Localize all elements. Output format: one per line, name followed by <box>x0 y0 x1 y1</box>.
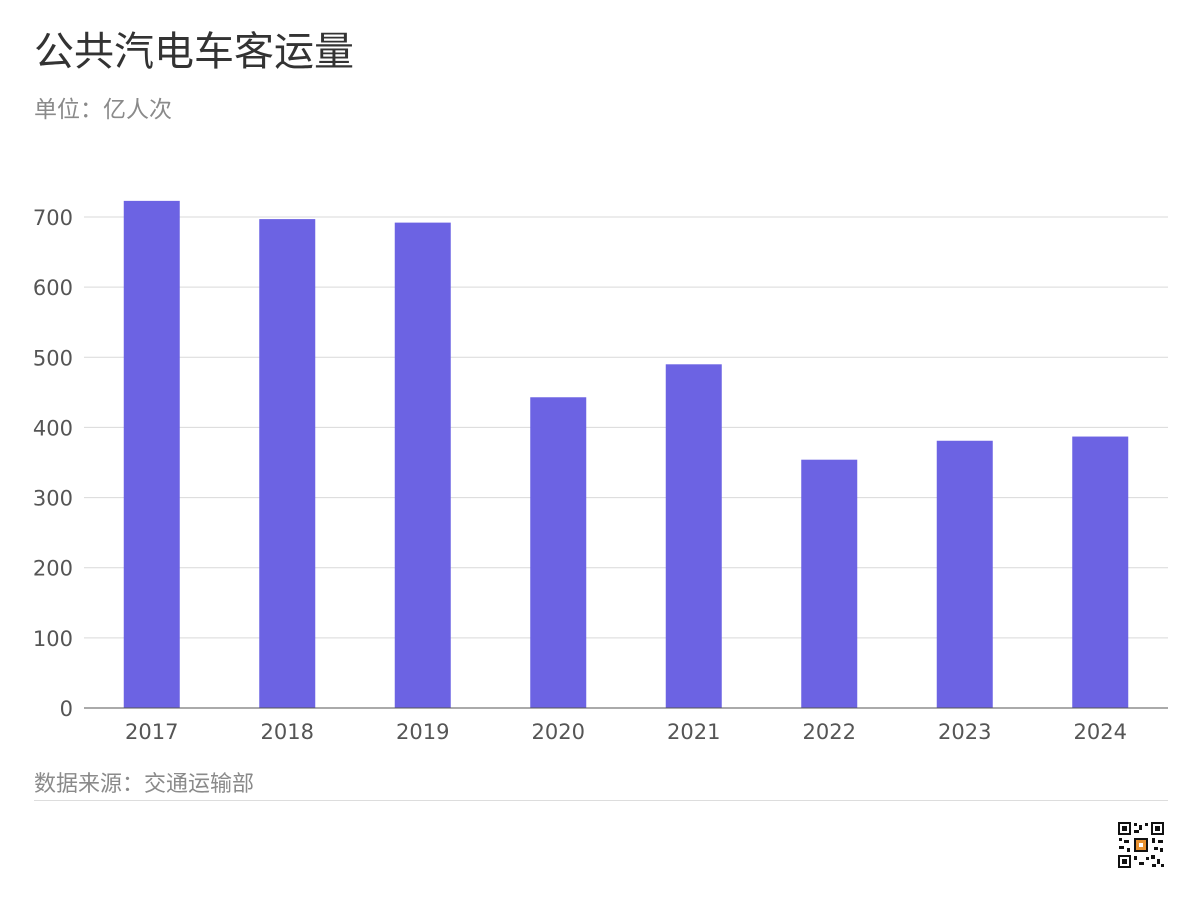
y-tick-label: 500 <box>33 346 73 370</box>
footer-divider <box>34 800 1168 801</box>
y-tick-label: 700 <box>33 206 73 230</box>
gridlines <box>84 216 1168 639</box>
chart-title: 公共汽电车客运量 <box>34 29 354 75</box>
y-axis-ticks: 0 100 200 300 400 500 600 700 <box>33 206 73 721</box>
x-axis-ticks: 2017 2018 2019 2020 2021 2022 2023 2024 <box>125 720 1127 744</box>
y-tick-label: 300 <box>33 487 73 511</box>
bar-2023 <box>936 440 993 708</box>
y-tick-label: 600 <box>33 276 73 300</box>
y-tick-label: 200 <box>33 557 73 581</box>
y-tick-label: 0 <box>60 697 73 721</box>
chart-unit-label: 单位：亿人次 <box>34 97 172 123</box>
x-tick-label: 2020 <box>532 720 585 744</box>
bar-2017 <box>123 200 180 709</box>
x-tick-label: 2024 <box>1074 720 1127 744</box>
bar-2018 <box>259 219 316 708</box>
x-tick-label: 2019 <box>396 720 449 744</box>
x-tick-label: 2018 <box>261 720 314 744</box>
x-tick-label: 2017 <box>125 720 178 744</box>
x-tick-label: 2021 <box>667 720 720 744</box>
y-tick-label: 400 <box>33 416 73 440</box>
y-tick-label: 100 <box>33 627 73 651</box>
bar-2020 <box>530 397 587 708</box>
data-source: 数据来源：交通运输部 <box>34 772 255 797</box>
qr-code-icon[interactable] <box>1117 821 1165 869</box>
bar-2021 <box>665 364 722 708</box>
bar-2022 <box>801 459 858 708</box>
bars <box>123 200 1129 709</box>
bar-2019 <box>394 222 451 708</box>
x-tick-label: 2022 <box>803 720 856 744</box>
bar-2024 <box>1072 436 1129 708</box>
x-tick-label: 2023 <box>938 720 991 744</box>
